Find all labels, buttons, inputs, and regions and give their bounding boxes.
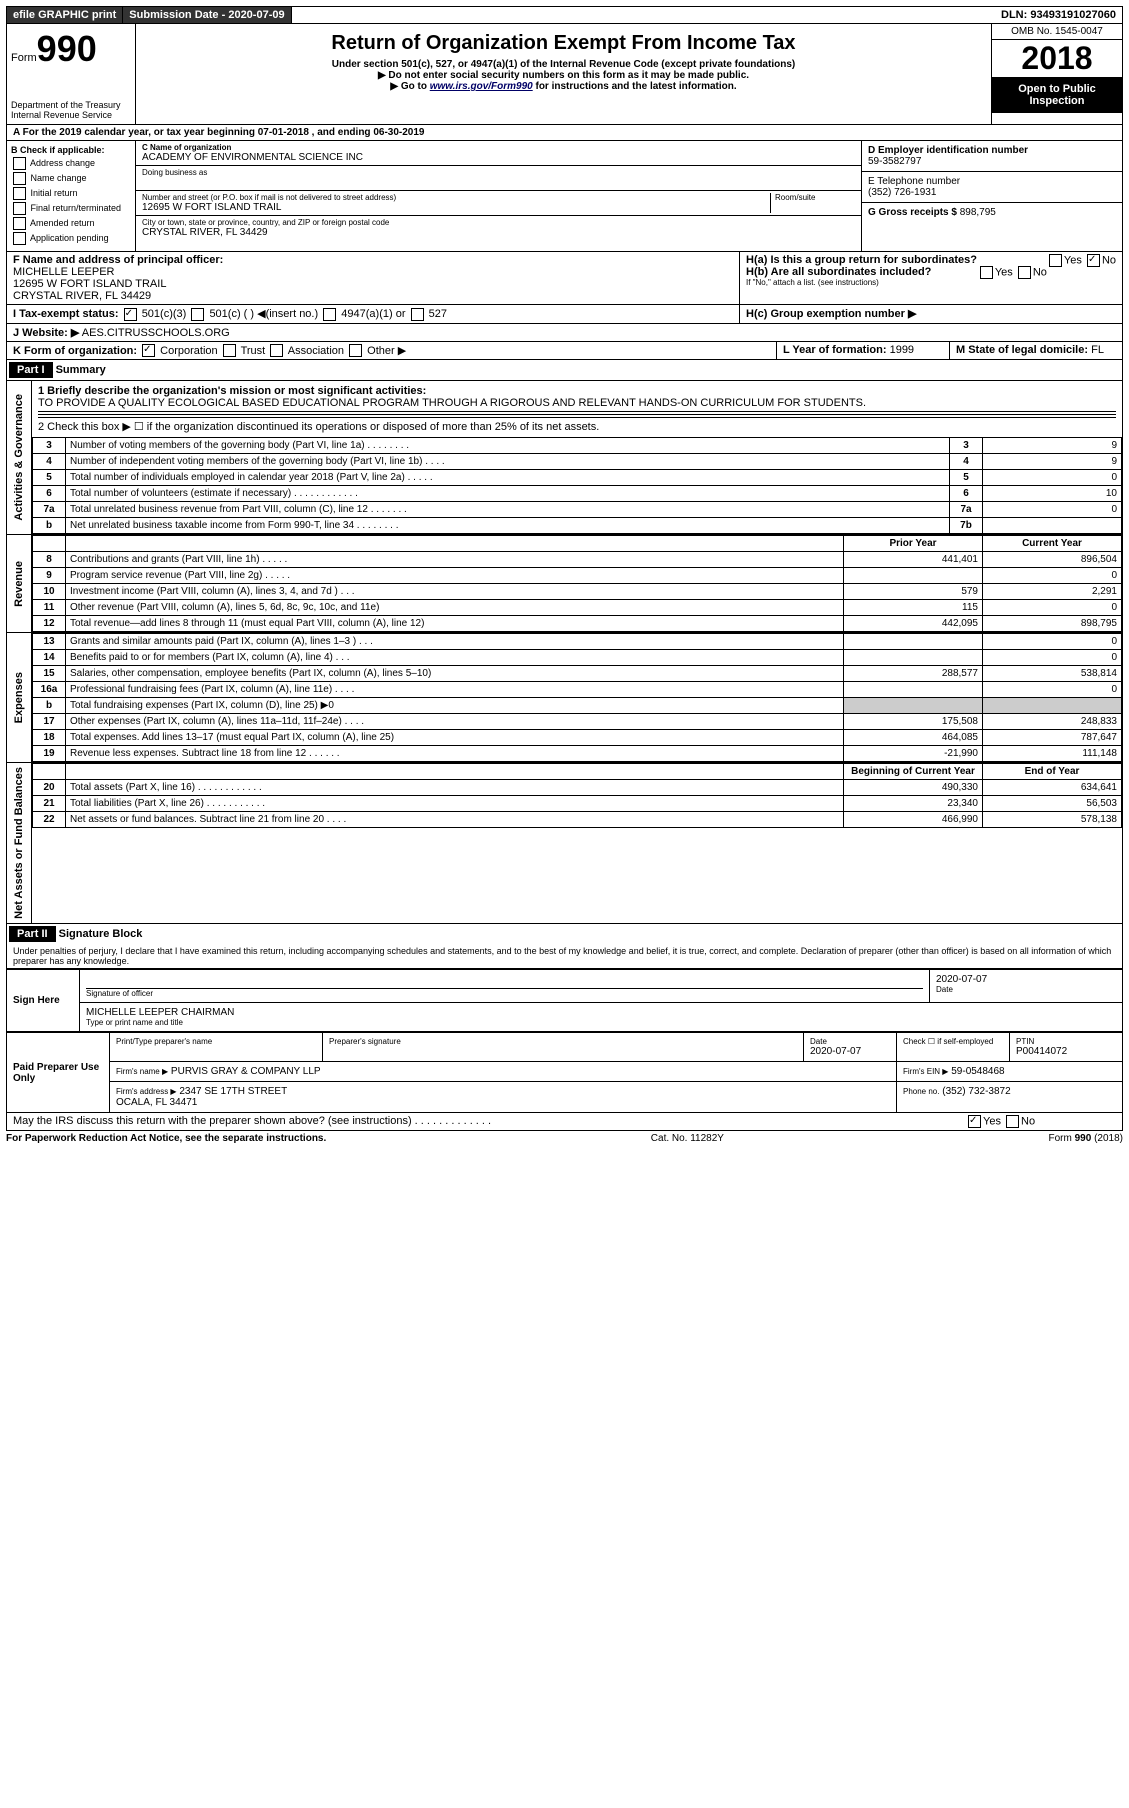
part1-header: Part I	[9, 362, 53, 378]
sign-here-table: Sign Here Signature of officer 2020-07-0…	[6, 969, 1123, 1032]
form-title: Return of Organization Exempt From Incom…	[140, 32, 987, 55]
subtitle-3: ▶ Go to www.irs.gov/Form990 for instruct…	[140, 81, 987, 92]
Hc: H(c) Group exemption number ▶	[740, 305, 1122, 323]
addr-label: Number and street (or P.O. box if mail i…	[142, 193, 770, 202]
city-label: City or town, state or province, country…	[142, 218, 855, 227]
submission-label: Submission Date - 2020-07-09	[123, 7, 291, 23]
chk-pending[interactable]: Application pending	[11, 232, 131, 245]
tax-year: 2018	[992, 40, 1122, 77]
line2: 2 Check this box ▶ ☐ if the organization…	[38, 420, 1116, 433]
discuss-yes[interactable]	[968, 1115, 981, 1128]
mission: TO PROVIDE A QUALITY ECOLOGICAL BASED ED…	[38, 397, 1116, 409]
exp-section: Expenses 13Grants and similar amounts pa…	[6, 633, 1123, 763]
net-section: Net Assets or Fund Balances Beginning of…	[6, 763, 1123, 924]
chk-final[interactable]: Final return/terminated	[11, 202, 131, 215]
omb-number: OMB No. 1545-0047	[992, 24, 1122, 40]
col-DEG: D Employer identification number 59-3582…	[861, 141, 1122, 251]
line1-label: 1 Briefly describe the organization's mi…	[38, 385, 1116, 397]
efile-label[interactable]: efile GRAPHIC print	[7, 7, 123, 23]
row-a-period: A For the 2019 calendar year, or tax yea…	[6, 125, 1123, 141]
form-footer: Form 990 (2018)	[1049, 1133, 1123, 1144]
H-note: If "No," attach a list. (see instruction…	[746, 278, 1116, 287]
rev-section: Revenue Prior YearCurrent Year 8Contribu…	[6, 535, 1123, 633]
exp-label: Expenses	[11, 668, 27, 727]
row-J: J Website: ▶ AES.CITRUSSCHOOLS.ORG	[6, 324, 1123, 342]
chk-501c3[interactable]	[124, 308, 137, 321]
room-label: Room/suite	[775, 193, 855, 202]
discuss-row: May the IRS discuss this return with the…	[6, 1113, 1123, 1131]
phone: (352) 726-1931	[868, 187, 1116, 198]
gov-table: 3Number of voting members of the governi…	[32, 437, 1122, 534]
sig-date: 2020-07-07	[936, 974, 1116, 985]
street-address: 12695 W FORT ISLAND TRAIL	[142, 202, 770, 213]
dln: DLN: 93493191027060	[995, 7, 1122, 23]
subtitle-2: ▶ Do not enter social security numbers o…	[140, 70, 987, 81]
form-header: Form990 Department of the Treasury Inter…	[6, 24, 1123, 125]
G-receipts: G Gross receipts $ 898,795	[862, 203, 1122, 222]
E-label: E Telephone number	[868, 176, 1116, 187]
gov-label: Activities & Governance	[11, 390, 27, 525]
dept-label: Department of the Treasury Internal Reve…	[11, 100, 131, 120]
website[interactable]: AES.CITRUSSCHOOLS.ORG	[82, 327, 230, 339]
Ha: H(a) Is this a group return for subordin…	[746, 254, 1116, 266]
org-name: ACADEMY OF ENVIRONMENTAL SCIENCE INC	[142, 152, 855, 163]
B-header: B Check if applicable:	[11, 145, 131, 155]
D-label: D Employer identification number	[868, 145, 1116, 156]
header-right: OMB No. 1545-0047 2018 Open to Public In…	[991, 24, 1122, 124]
part2-header: Part II	[9, 926, 56, 942]
C-name-label: C Name of organization	[142, 143, 855, 152]
irs-link[interactable]: www.irs.gov/Form990	[430, 81, 533, 92]
chk-amended[interactable]: Amended return	[11, 217, 131, 230]
ein: 59-3582797	[868, 156, 1116, 167]
form-number: Form990	[11, 28, 131, 70]
chk-initial[interactable]: Initial return	[11, 187, 131, 200]
declaration: Under penalties of perjury, I declare th…	[7, 944, 1122, 968]
dba-label: Doing business as	[142, 168, 855, 177]
subtitle-1: Under section 501(c), 527, or 4947(a)(1)…	[140, 59, 987, 70]
row-KLM: K Form of organization: Corporation Trus…	[6, 342, 1123, 361]
officer-name: MICHELLE LEEPER	[13, 266, 733, 278]
header-mid: Return of Organization Exempt From Incom…	[136, 24, 991, 124]
I-label: I Tax-exempt status:	[13, 308, 119, 320]
rev-label: Revenue	[11, 557, 27, 611]
top-bar: efile GRAPHIC print Submission Date - 20…	[6, 6, 1123, 24]
gov-section: Activities & Governance 1 Briefly descri…	[6, 381, 1123, 535]
sig-officer-label: Signature of officer	[86, 989, 923, 998]
sign-here: Sign Here	[7, 970, 80, 1032]
net-table: Beginning of Current YearEnd of Year 20T…	[32, 763, 1122, 828]
paid-preparer-table: Paid Preparer Use Only Print/Type prepar…	[6, 1032, 1123, 1113]
city-state-zip: CRYSTAL RIVER, FL 34429	[142, 227, 855, 238]
cat-no: Cat. No. 11282Y	[326, 1133, 1048, 1144]
exp-table: 13Grants and similar amounts paid (Part …	[32, 633, 1122, 762]
col-C: C Name of organization ACADEMY OF ENVIRO…	[136, 141, 861, 251]
F-label: F Name and address of principal officer:	[13, 254, 733, 266]
paid-prep: Paid Preparer Use Only	[7, 1033, 110, 1113]
Hb: H(b) Are all subordinates included? Yes …	[746, 266, 1116, 278]
open-inspection: Open to Public Inspection	[992, 77, 1122, 113]
header-left: Form990 Department of the Treasury Inter…	[7, 24, 136, 124]
part1-title: Summary	[56, 364, 106, 376]
pra-notice: For Paperwork Reduction Act Notice, see …	[6, 1133, 326, 1144]
chk-address[interactable]: Address change	[11, 157, 131, 170]
row-FH: F Name and address of principal officer:…	[6, 252, 1123, 305]
officer-addr: 12695 W FORT ISLAND TRAIL	[13, 278, 733, 290]
chk-name[interactable]: Name change	[11, 172, 131, 185]
part2-title: Signature Block	[59, 928, 143, 940]
officer-printed: MICHELLE LEEPER CHAIRMAN	[86, 1007, 1116, 1018]
section-BCDE: B Check if applicable: Address change Na…	[6, 141, 1123, 252]
chk-corp[interactable]	[142, 344, 155, 357]
officer-city: CRYSTAL RIVER, FL 34429	[13, 290, 733, 302]
row-IH: I Tax-exempt status: 501(c)(3) 501(c) ( …	[6, 305, 1123, 324]
col-B: B Check if applicable: Address change Na…	[7, 141, 136, 251]
net-label: Net Assets or Fund Balances	[11, 763, 27, 923]
rev-table: Prior YearCurrent Year 8Contributions an…	[32, 535, 1122, 632]
